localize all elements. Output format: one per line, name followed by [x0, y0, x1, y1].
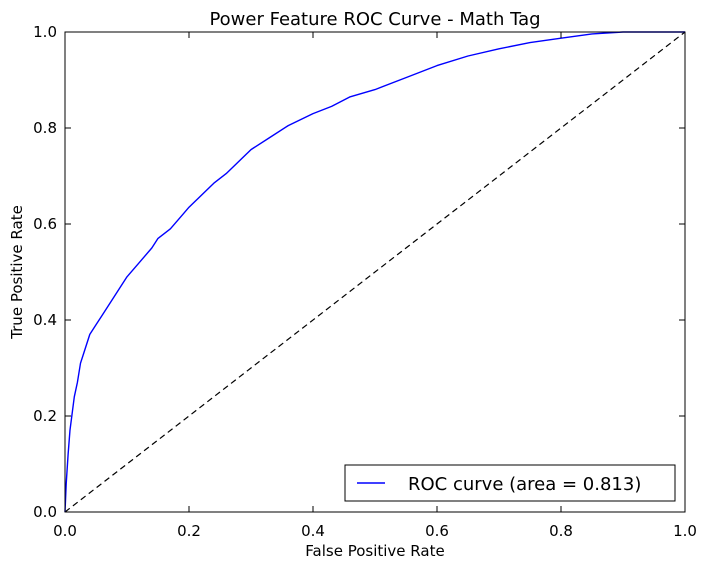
legend-box [344, 464, 676, 502]
roc-curve-line [64, 31, 685, 513]
y-tick-label: 1.0 [33, 23, 57, 41]
x-tick-label: 0.2 [177, 522, 201, 540]
x-tick-label: 0.4 [301, 522, 325, 540]
x-tick-label: 0.0 [53, 522, 77, 540]
chance-diagonal-line [64, 31, 686, 513]
y-tick-label: 0.4 [33, 311, 57, 329]
x-tick-label: 1.0 [673, 522, 697, 540]
x-axis-label: False Positive Rate [305, 542, 444, 560]
y-tick-label: 0.8 [33, 119, 57, 137]
y-tick-label: 0.6 [33, 215, 57, 233]
x-tick-label: 0.8 [549, 522, 573, 540]
y-axis-label: True Positive Rate [8, 205, 26, 340]
x-tick-label: 0.6 [425, 522, 449, 540]
plot-area [64, 31, 686, 513]
axis-ticks: 0.0 0.2 0.4 0.6 0.8 1.0 0.0 0.2 0.4 0.6 0.8 1.0 [33, 23, 697, 540]
chart-title: Power Feature ROC Curve - Math Tag [209, 9, 540, 30]
y-tick-label: 0.2 [33, 407, 57, 425]
legend-label: ROC curve (area = 0.813) [408, 474, 641, 495]
legend: ROC curve (area = 0.813) [344, 464, 676, 502]
y-tick-label: 0.0 [33, 503, 57, 521]
plot-frame [64, 31, 686, 513]
